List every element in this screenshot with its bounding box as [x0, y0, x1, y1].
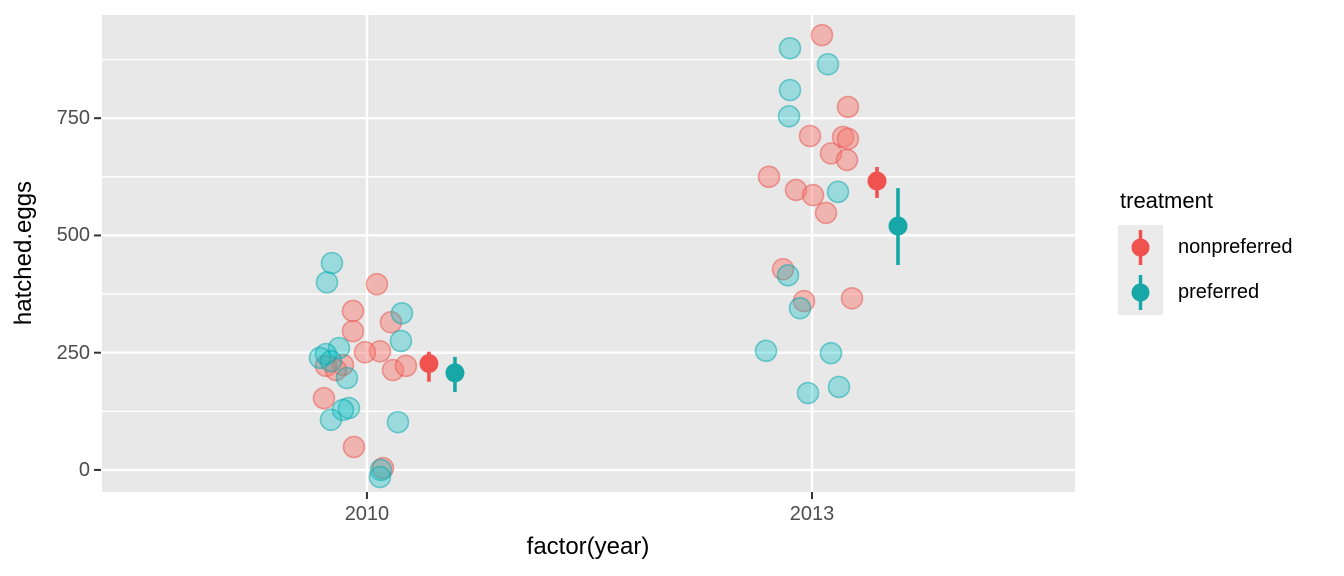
legend-label-preferred: preferred — [1178, 281, 1260, 303]
jitter-point — [757, 165, 781, 189]
jitter-point — [335, 366, 359, 390]
mean-point — [419, 353, 439, 373]
jitter-point — [353, 340, 377, 364]
legend-key-nonpreferred — [1118, 225, 1163, 270]
plot-panel — [102, 15, 1075, 492]
mean-point — [888, 216, 908, 236]
jitter-point — [835, 148, 859, 172]
jitter-point — [319, 408, 343, 432]
jitter-point — [327, 336, 351, 360]
jitter-point — [796, 381, 820, 405]
pointrange-icon — [1131, 230, 1150, 265]
jitter-point — [784, 178, 808, 202]
jitter-point — [312, 386, 336, 410]
jitter-point — [394, 354, 418, 378]
y-axis-title: hatched.eggs — [10, 180, 37, 326]
legend-item-preferred: preferred — [1118, 270, 1293, 315]
y-tick-label: 750 — [56, 107, 90, 130]
legend-title: treatment — [1120, 188, 1213, 213]
jitter-point — [836, 95, 860, 119]
x-axis-title: factor(year) — [526, 533, 650, 560]
x-tick-label: 2013 — [789, 503, 835, 525]
legend: treatment nonpreferred preferred — [1118, 188, 1293, 315]
jitter-point — [390, 302, 414, 325]
jitter-point — [827, 375, 851, 399]
jitter-point — [836, 127, 860, 151]
jitter-point — [777, 105, 801, 128]
legend-item-nonpreferred: nonpreferred — [1118, 225, 1293, 270]
legend-key-preferred — [1118, 270, 1163, 315]
jitter-point — [754, 339, 778, 363]
jitter-point — [315, 271, 339, 294]
jitter-point — [341, 319, 365, 343]
jitter-point — [801, 183, 825, 207]
jitter-point — [369, 458, 393, 482]
jitter-point — [810, 23, 834, 47]
jitter-point — [319, 349, 343, 373]
jitter-point — [798, 124, 822, 148]
jitter-point — [814, 201, 838, 225]
jitter-point — [341, 299, 365, 323]
jitter-point — [381, 358, 405, 382]
y-tick-label: 250 — [56, 341, 90, 364]
jitter-point — [778, 78, 802, 102]
jitter-point — [320, 251, 344, 275]
jitter-point — [788, 296, 812, 320]
y-tick-label: 0 — [78, 458, 90, 481]
pointrange-icon — [1131, 275, 1150, 310]
y-tick-label: 500 — [56, 224, 90, 247]
jitter-point — [792, 289, 816, 313]
jitter-point — [816, 52, 840, 76]
jitter-point — [368, 465, 392, 489]
x-tick-label: 2010 — [344, 503, 390, 525]
jitter-point — [389, 329, 413, 353]
jitter-point — [840, 286, 864, 310]
mean-point — [867, 171, 887, 191]
jitter-point — [776, 264, 800, 287]
jitter-point — [386, 410, 410, 434]
mean-point — [445, 363, 465, 383]
jitter-point — [365, 272, 389, 296]
jitter-point — [342, 435, 366, 459]
jitter-point — [778, 37, 802, 60]
jitter-point — [819, 341, 843, 365]
legend-label-nonpreferred: nonpreferred — [1178, 236, 1293, 258]
jitter-point — [826, 180, 850, 204]
